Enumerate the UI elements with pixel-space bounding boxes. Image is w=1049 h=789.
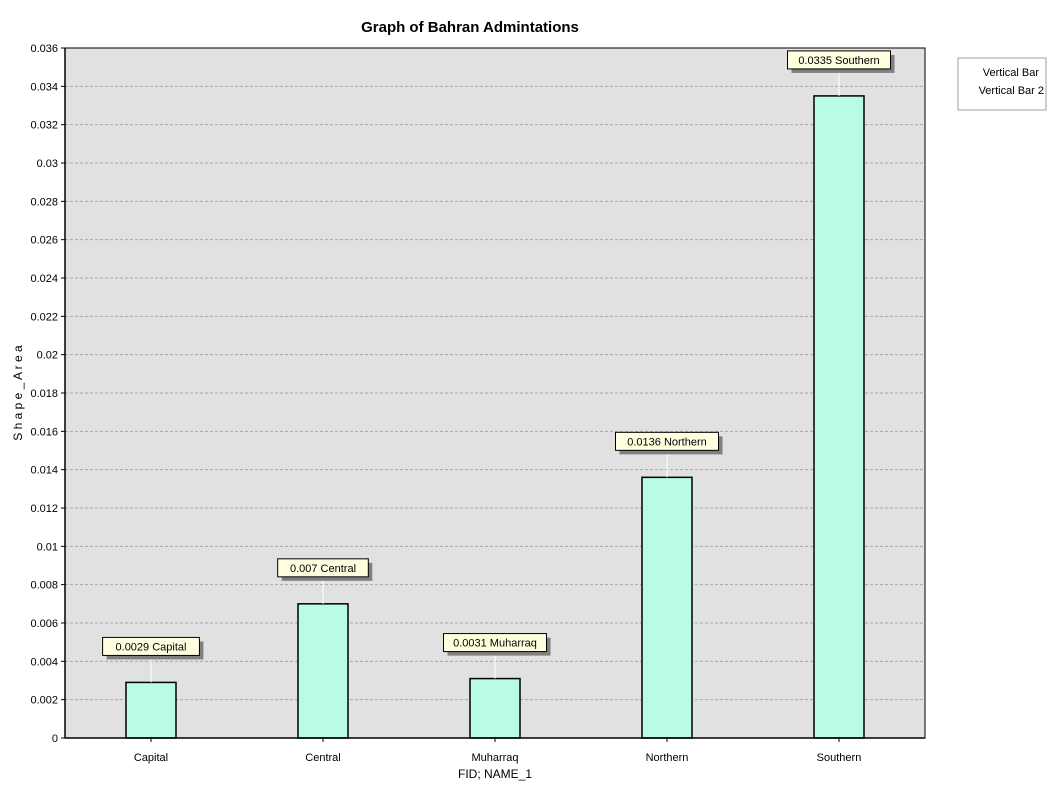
y-tick-label: 0.034 xyxy=(30,81,58,93)
x-axis-ticks: Capital Central Muharraq Northern Southern xyxy=(65,737,925,764)
y-tick-label: 0.004 xyxy=(30,656,58,668)
y-tick-label: 0.008 xyxy=(30,580,58,592)
y-axis-ticks: 0 0.002 0.004 0.006 0.008 0.01 0.012 0.014 0.016… xyxy=(30,43,66,745)
data-labels: 0.0029 Capital 0.007 Central 0.0031 Muharr… xyxy=(102,50,895,683)
data-label: 0.007 Central xyxy=(290,563,356,575)
y-tick-label: 0.022 xyxy=(30,311,58,323)
y-tick-label: 0.026 xyxy=(30,235,58,247)
y-tick-label: 0.036 xyxy=(30,43,58,55)
x-tick-label: Northern xyxy=(646,752,689,764)
x-tick-label: Central xyxy=(305,752,340,764)
y-tick-label: 0.024 xyxy=(30,273,58,285)
y-tick-label: 0.02 xyxy=(37,350,58,362)
y-tick-label: 0.018 xyxy=(30,388,58,400)
y-tick-label: 0.016 xyxy=(30,426,58,438)
legend: Vertical Bar Vertical Bar 2 xyxy=(957,57,1047,111)
bar xyxy=(469,677,521,739)
data-label-box xyxy=(443,633,547,653)
y-tick-label: 0.032 xyxy=(30,120,58,132)
bars xyxy=(125,95,865,739)
bar xyxy=(641,476,693,739)
x-tick-label: Muharraq xyxy=(471,752,518,764)
y-tick-label: 0.006 xyxy=(30,618,58,630)
x-tick-label: Capital xyxy=(134,752,168,764)
data-label: 0.0031 Muharraq xyxy=(453,638,537,650)
legend-entry-2: Vertical Bar 2 xyxy=(979,85,1044,97)
y-tick-label: 0.028 xyxy=(30,196,58,208)
y-axis-label: S h a p e _ A r e a xyxy=(11,345,25,441)
bar xyxy=(125,681,177,739)
bar xyxy=(813,95,865,739)
x-axis-label: FID; NAME_1 xyxy=(458,767,532,781)
data-label-box xyxy=(615,431,719,451)
legend-entry-1: Vertical Bar xyxy=(983,67,1040,79)
y-tick-label: 0.01 xyxy=(37,541,58,553)
data-label: 0.0335 Southern xyxy=(798,55,879,67)
y-tick-label: 0.012 xyxy=(30,503,58,515)
legend-box xyxy=(957,57,1047,111)
data-label-box xyxy=(102,636,200,656)
y-tick-label: 0.002 xyxy=(30,695,58,707)
bar xyxy=(297,603,349,739)
data-label: 0.0136 Northern xyxy=(627,436,707,448)
chart-title: Graph of Bahran Admintations xyxy=(361,19,579,36)
y-tick-label: 0.03 xyxy=(37,158,58,170)
data-label: 0.0029 Capital xyxy=(116,641,187,653)
data-label-box xyxy=(787,50,891,70)
x-tick-label: Southern xyxy=(817,752,862,764)
y-tick-label: 0 xyxy=(52,733,58,745)
data-label-box xyxy=(277,558,369,578)
y-tick-label: 0.014 xyxy=(30,465,58,477)
